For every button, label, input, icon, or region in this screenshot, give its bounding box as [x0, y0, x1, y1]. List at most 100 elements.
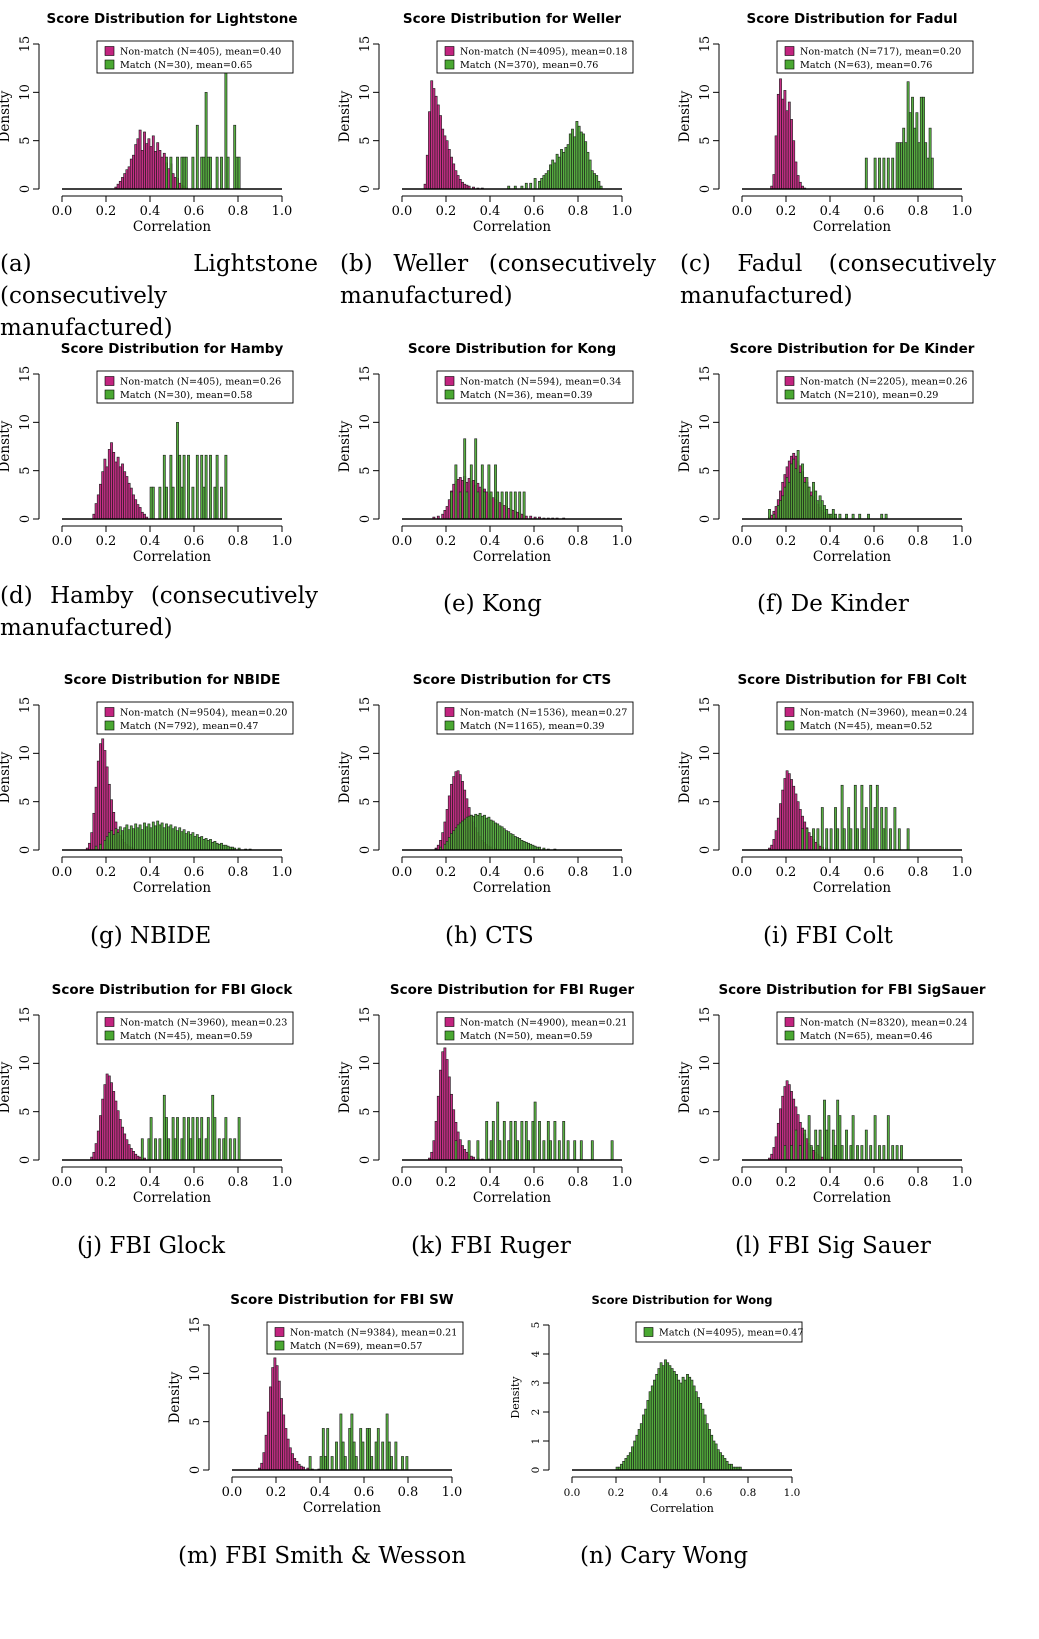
bar-non-match-6 [783, 90, 787, 190]
bar-match-25 [494, 822, 497, 851]
legend-label-match: Match (N=36), mean=0.39 [460, 390, 592, 401]
bar-match-24 [151, 821, 155, 851]
x-tick-label: 0.6 [184, 1175, 205, 1190]
bar-match-28 [500, 826, 504, 851]
bar-match-20 [546, 1121, 550, 1161]
legend-swatch-match [444, 720, 455, 731]
bar-match-17 [136, 827, 140, 851]
bar-match-33 [688, 1376, 692, 1471]
x-tick-label: 0.0 [392, 1175, 413, 1190]
bar-match-1 [147, 1138, 151, 1161]
bar-match-7 [195, 124, 199, 190]
bar-match-14 [200, 454, 204, 520]
legend: Non-match (N=4095), mean=0.18 Match (N=37… [436, 40, 634, 74]
x-tick-label: 1.0 [612, 204, 633, 219]
bar-match-19 [204, 1138, 208, 1161]
bar-match-15 [132, 828, 135, 851]
bar-match-24 [825, 509, 829, 520]
legend-label-non-match: Non-match (N=9504), mean=0.20 [120, 708, 287, 719]
bar-non-match-12 [450, 156, 453, 190]
y-tick-label: 10 [698, 745, 713, 762]
bar-match-20 [873, 807, 877, 851]
x-tick-label: 1.0 [272, 865, 293, 880]
bar-non-match-3 [443, 510, 447, 520]
bar-non-match-18 [807, 832, 811, 851]
bar-non-match-3 [96, 1130, 100, 1161]
legend-swatch-match [274, 1340, 285, 1351]
bar-match-5 [169, 454, 173, 520]
bar-match-29 [502, 828, 506, 851]
bar-match-5 [783, 486, 787, 520]
y-tick-label: 3 [530, 1380, 542, 1387]
bar-match-51 [211, 841, 215, 851]
bar-match-39 [524, 841, 528, 851]
chart-title: Score Distribution for CTS [413, 672, 611, 688]
bar-non-match-12 [140, 150, 144, 190]
bar-match-19 [657, 1368, 661, 1471]
y-tick-label: 15 [18, 366, 33, 383]
bar-non-match-8 [110, 442, 113, 520]
bar-match-8 [633, 1440, 637, 1471]
bar-non-match-9 [110, 1082, 113, 1161]
y-tick-label: 10 [188, 1365, 203, 1382]
bar-match-38 [182, 829, 186, 851]
bar-match-3 [798, 1145, 802, 1161]
bar-non-match-4 [266, 1411, 270, 1471]
bar-match-17 [476, 814, 480, 851]
legend-swatch-match [104, 59, 115, 70]
legend-swatch-match [784, 720, 795, 731]
bar-match-22 [553, 1121, 557, 1161]
bar-non-match-10 [114, 461, 118, 520]
bar-non-match-0 [423, 183, 427, 190]
bar-match-1 [467, 1140, 471, 1161]
x-tick-label: 0.6 [864, 865, 885, 880]
bar-non-match-5 [125, 169, 129, 190]
bar-match-29 [838, 513, 842, 520]
legend-label-match: Match (N=65), mean=0.46 [800, 1031, 932, 1042]
legend-box [266, 1321, 464, 1355]
bar-match-18 [200, 1117, 204, 1161]
bar-match-1 [790, 1145, 793, 1161]
bar-match-8 [836, 828, 840, 851]
bar-match-31 [507, 831, 511, 851]
subfigure-caption-m: (m) FBI Smith & Wesson [178, 1543, 467, 1569]
legend-label-match: Match (N=210), mean=0.29 [800, 390, 938, 401]
bar-match-13 [496, 491, 500, 520]
y-tick-label: 5 [698, 1108, 713, 1116]
y-tick-label: 10 [358, 1055, 373, 1072]
bar-match-0 [140, 1138, 144, 1161]
bar-match-17 [653, 1379, 656, 1471]
legend-box [436, 701, 634, 735]
bar-match-42 [531, 844, 535, 851]
histogram-panel-g: Score Distribution for NBIDE 0.0 0.2 0.4 0.6… [0, 661, 340, 906]
x-tick-label: 0.8 [568, 865, 589, 880]
bar-match-51 [727, 1463, 731, 1471]
bar-match-3 [180, 156, 184, 190]
bar-match-30 [895, 1145, 899, 1161]
bar-match-10 [546, 170, 550, 190]
x-tick-label: 0.2 [608, 1487, 625, 1499]
legend-label-non-match: Non-match (N=8320), mean=0.24 [800, 1018, 967, 1029]
bar-non-match-13 [452, 163, 456, 190]
bar-match-13 [127, 829, 131, 851]
bar-non-match-15 [801, 1127, 804, 1161]
bar-match-27 [579, 1140, 583, 1161]
bar-non-match-17 [295, 1461, 299, 1471]
y-tick-label: 5 [18, 137, 33, 145]
histogram-panel-h: Score Distribution for CTS 0.0 0.2 0.4 0.6 0.… [337, 661, 680, 906]
x-tick-label: 0.6 [524, 865, 545, 880]
bar-match-6 [474, 438, 478, 520]
legend-swatch-non-match [274, 1327, 285, 1337]
histogram-panel-l: Score Distribution for FBI SigSauer 0.0 0.… [677, 971, 1020, 1216]
bar-match-49 [723, 1458, 727, 1471]
bar-match-24 [562, 1121, 566, 1161]
bar-non-match-3 [434, 1121, 438, 1161]
y-tick-label: 4 [530, 1350, 542, 1357]
x-axis-label: Correlation [133, 880, 212, 896]
legend-label-match: Match (N=4095), mean=0.47 [659, 1328, 804, 1339]
bar-match-5 [469, 464, 473, 520]
subfigure-caption-j: (j) FBI Glock [77, 1233, 226, 1259]
y-tick-label: 10 [698, 414, 713, 431]
y-tick-label: 10 [18, 414, 33, 431]
bar-match-15 [557, 156, 561, 190]
